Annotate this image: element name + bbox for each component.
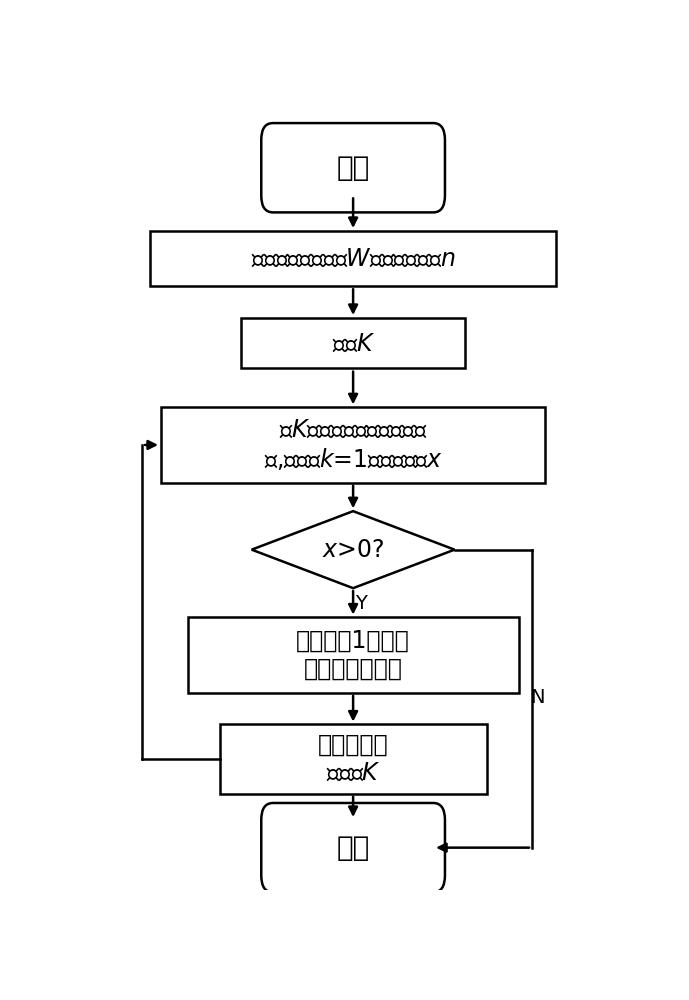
- Text: 按$K$从小到大的顺序排列节
点,并统计$k$=1的节点个数$x$: 按$K$从小到大的顺序排列节 点,并统计$k$=1的节点个数$x$: [264, 418, 442, 472]
- FancyBboxPatch shape: [261, 123, 445, 212]
- Bar: [241, 318, 465, 368]
- Text: $x$>0?: $x$>0?: [322, 538, 384, 562]
- Text: Y: Y: [356, 594, 367, 613]
- Bar: [220, 724, 486, 794]
- Text: N: N: [530, 688, 544, 707]
- Text: 开始: 开始: [336, 154, 370, 182]
- Text: 计算$K$: 计算$K$: [331, 331, 375, 355]
- Bar: [150, 231, 556, 286]
- FancyBboxPatch shape: [261, 803, 445, 892]
- Text: 重新计算节
点度数$K$: 重新计算节 点度数$K$: [318, 733, 389, 785]
- Polygon shape: [251, 511, 455, 588]
- Text: 将度数为1的节点
与相邻节点合并: 将度数为1的节点 与相邻节点合并: [296, 629, 410, 681]
- Bar: [161, 407, 545, 483]
- Text: 结束: 结束: [336, 834, 370, 862]
- Bar: [187, 617, 519, 693]
- Text: 形成网络邻接矩阵$W$并输入节点数$n$: 形成网络邻接矩阵$W$并输入节点数$n$: [251, 247, 455, 271]
